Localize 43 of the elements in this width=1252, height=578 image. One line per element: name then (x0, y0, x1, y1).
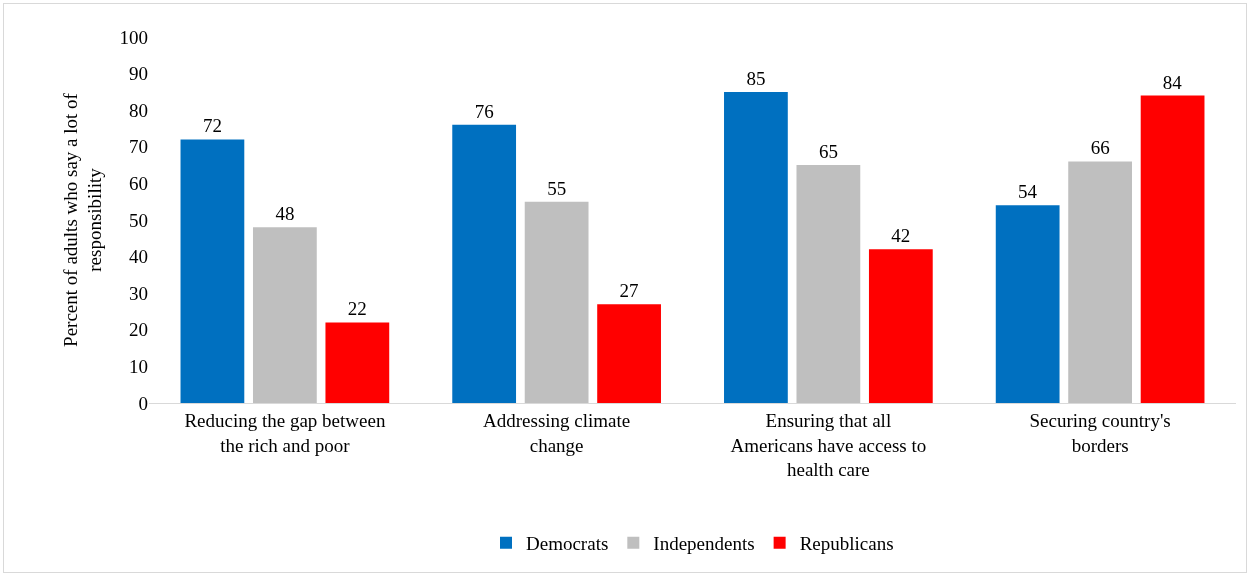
data-label: 54 (1017, 181, 1038, 203)
x-tick-label: Reducing the gap between the rich and poor (184, 409, 386, 456)
y-tick-label: 20 (129, 319, 148, 341)
data-label: 42 (891, 225, 911, 247)
data-label: 84 (1162, 71, 1183, 93)
bar (180, 139, 245, 403)
data-label: 22 (347, 298, 367, 320)
data-label: 27 (619, 280, 639, 302)
x-tick-label: Ensuring that all Americans have access to health care (730, 409, 927, 481)
bar (524, 201, 589, 403)
bar (452, 124, 517, 403)
data-label: 76 (474, 100, 494, 122)
bar (995, 205, 1060, 403)
bar (1068, 161, 1133, 403)
data-label: 66 (1090, 137, 1110, 159)
bar (868, 249, 933, 403)
data-label: 72 (202, 115, 222, 137)
data-label: 48 (275, 203, 295, 225)
y-tick-label: 80 (129, 99, 148, 121)
legend-label: Democrats (526, 533, 609, 555)
y-tick-label: 30 (129, 282, 148, 304)
y-tick-label: 40 (129, 246, 148, 268)
data-label: 55 (547, 177, 567, 199)
bar (1140, 95, 1205, 403)
y-tick-label: 100 (119, 26, 148, 48)
y-tick-label: 0 (138, 392, 148, 414)
y-tick-label: 50 (129, 209, 148, 231)
bar (252, 227, 317, 403)
y-tick-label: 70 (129, 136, 148, 158)
bar (325, 322, 390, 403)
y-axis-title: Percent of adults who say a lot of responsibility (59, 92, 106, 347)
x-tick-label: Securing country's borders (1029, 409, 1171, 456)
y-tick-label: 90 (129, 63, 148, 85)
y-tick-label: 60 (129, 173, 148, 195)
bar (796, 165, 861, 403)
bar (597, 304, 661, 403)
legend-label: Republicans (799, 533, 894, 555)
legend-label: Independents (653, 533, 755, 555)
y-tick-label: 10 (129, 356, 148, 378)
x-tick-label: Addressing climate change (483, 409, 631, 456)
bar (724, 91, 788, 403)
data-label: 65 (818, 141, 838, 163)
data-label: 85 (746, 67, 766, 89)
